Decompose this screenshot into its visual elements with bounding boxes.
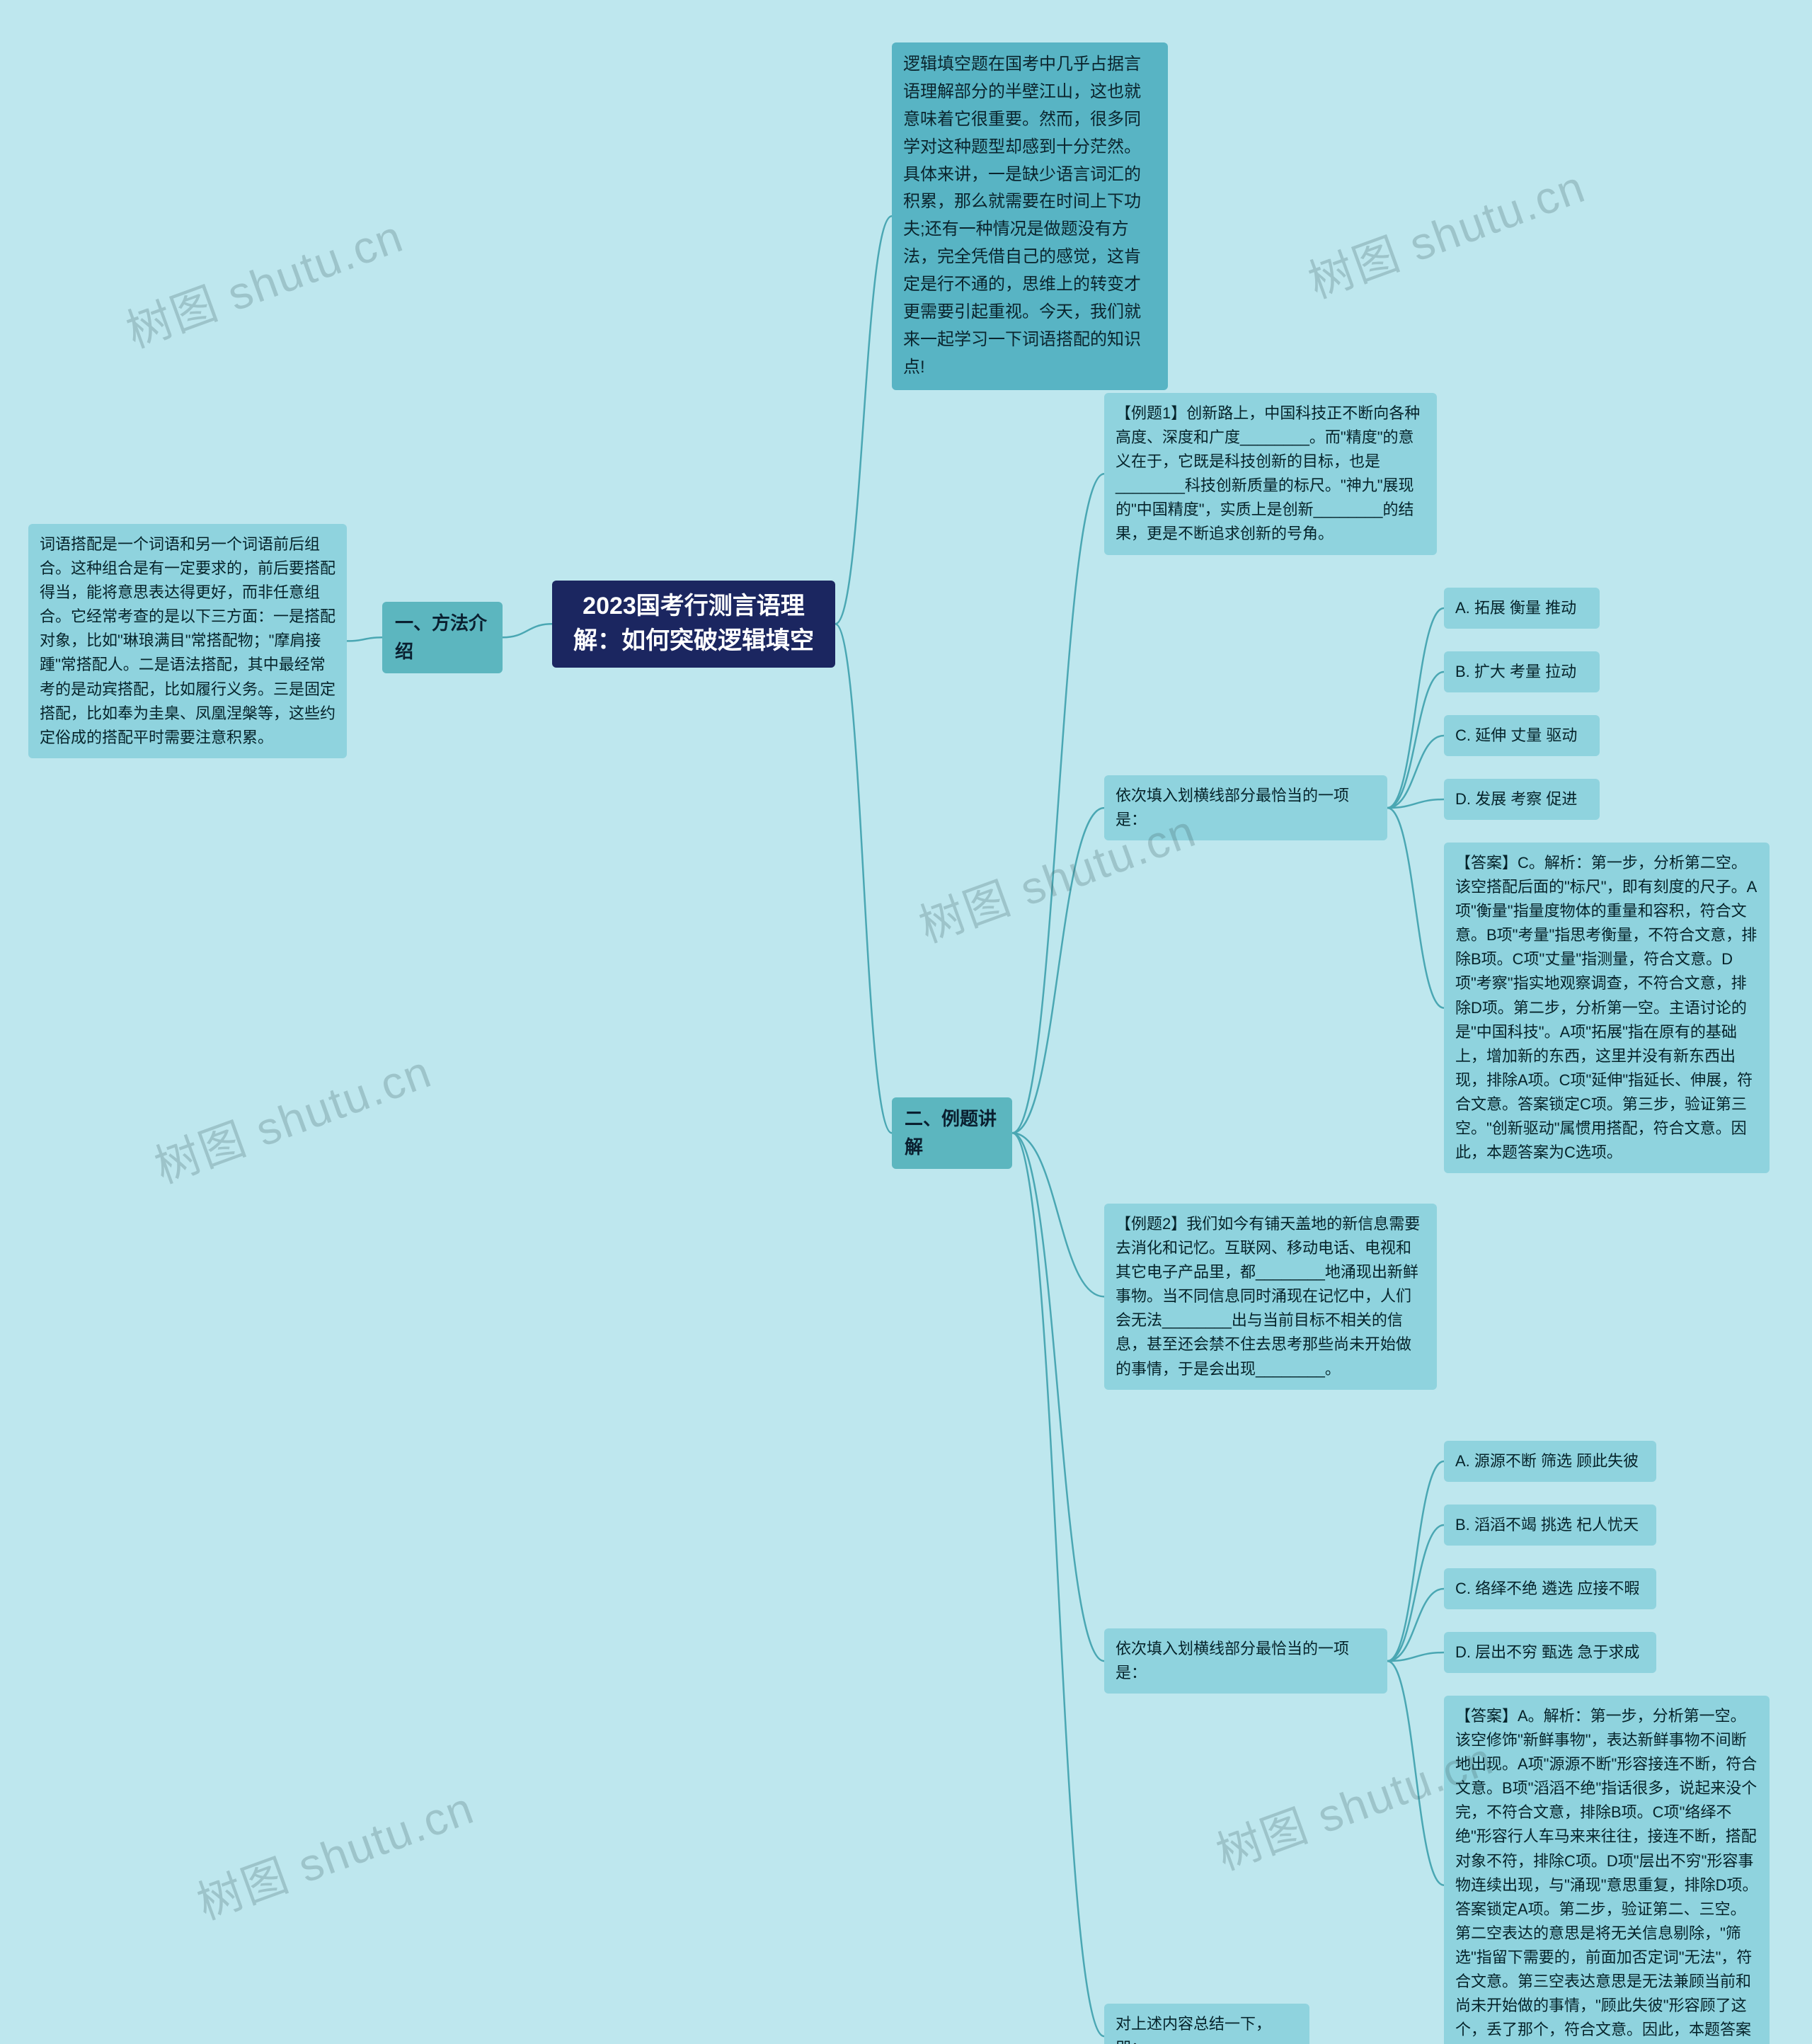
leaf-ex2-question: 【例题2】我们如今有铺天盖地的新信息需要去消化和记忆。互联网、移动电话、电视和其… — [1104, 1204, 1437, 1390]
leaf-ex1-opt-a: A. 拓展 衡量 推动 — [1444, 588, 1600, 629]
leaf-summary: 对上述内容总结一下，即： — [1104, 2004, 1309, 2044]
leaf-ex2-opt-c: C. 络绎不绝 遴选 应接不暇 — [1444, 1568, 1656, 1609]
leaf-ex2-opt-b: B. 滔滔不竭 挑选 杞人忧天 — [1444, 1505, 1656, 1546]
root-node: 2023国考行测言语理解：如何突破逻辑填空 — [552, 581, 835, 668]
leaf-method-desc: 词语搭配是一个词语和另一个词语前后组合。这种组合是有一定要求的，前后要搭配得当，… — [28, 524, 347, 758]
branch-examples: 二、例题讲解 — [892, 1097, 1012, 1169]
leaf-ex1-opt-c: C. 延伸 丈量 驱动 — [1444, 715, 1600, 756]
watermark: 树图 shutu.cn — [1298, 151, 1593, 312]
leaf-ex1-answer: 【答案】C。解析：第一步，分析第二空。该空搭配后面的"标尺"，即有刻度的尺子。A… — [1444, 843, 1770, 1173]
watermark: 树图 shutu.cn — [144, 1036, 439, 1197]
leaf-ex2-answer: 【答案】A。解析：第一步，分析第一空。该空修饰"新鲜事物"，表达新鲜事物不间断地… — [1444, 1696, 1770, 2044]
watermark: 树图 shutu.cn — [187, 1772, 481, 1933]
leaf-ex1-question: 【例题1】创新路上，中国科技正不断向各种高度、深度和广度________。而"精… — [1104, 393, 1437, 555]
leaf-ex1-opt-d: D. 发展 考察 促进 — [1444, 779, 1600, 820]
leaf-ex2-stem: 依次填入划横线部分最恰当的一项是： — [1104, 1628, 1387, 1694]
watermark: 树图 shutu.cn — [116, 200, 411, 361]
leaf-ex2-opt-a: A. 源源不断 筛选 顾此失彼 — [1444, 1441, 1656, 1482]
leaf-ex2-opt-d: D. 层出不穷 甄选 急于求成 — [1444, 1632, 1656, 1673]
leaf-ex1-opt-b: B. 扩大 考量 拉动 — [1444, 651, 1600, 692]
leaf-intro: 逻辑填空题在国考中几乎占据言语理解部分的半壁江山，这也就意味着它很重要。然而，很… — [892, 42, 1168, 390]
mindmap-canvas: 2023国考行测言语理解：如何突破逻辑填空 一、方法介绍 词语搭配是一个词语和另… — [0, 0, 1812, 2044]
branch-method: 一、方法介绍 — [382, 602, 503, 673]
leaf-ex1-stem: 依次填入划横线部分最恰当的一项是： — [1104, 775, 1387, 840]
